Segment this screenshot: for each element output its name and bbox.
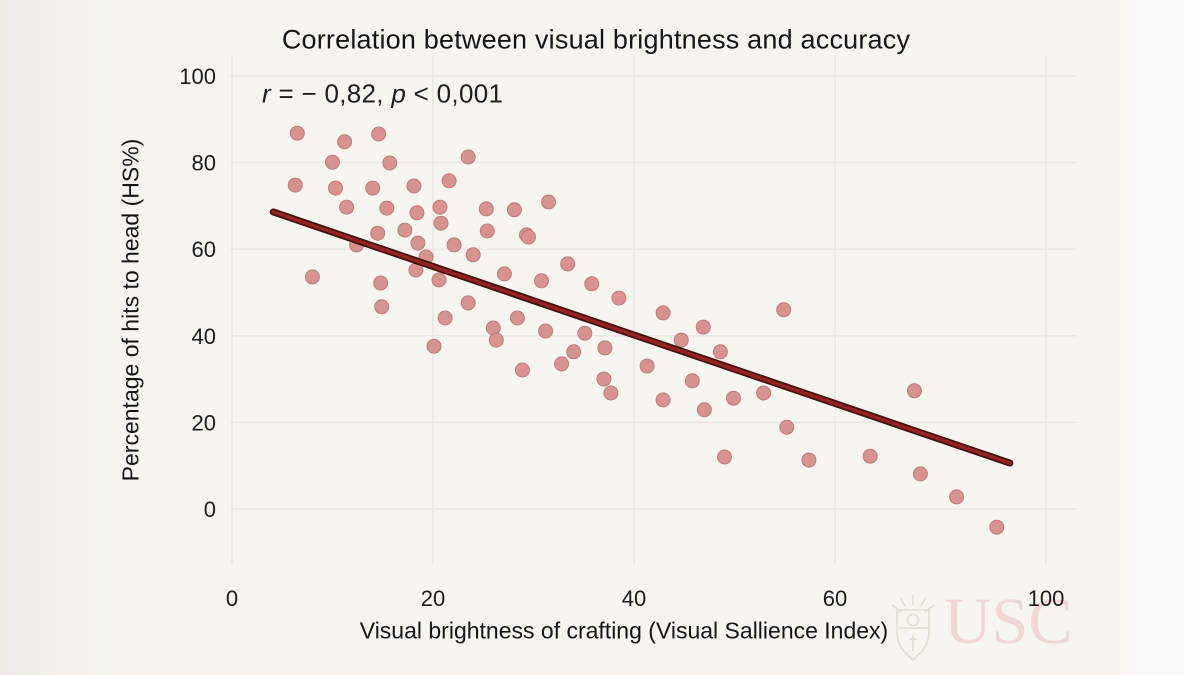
scatter-point [554, 356, 570, 372]
scatter-point [479, 223, 495, 239]
scatter-point [603, 385, 619, 401]
usc-watermark-text: USC [944, 585, 1073, 658]
scatter-point [584, 276, 600, 292]
scatter-point [433, 215, 449, 231]
scatter-point [446, 237, 462, 253]
y-axis-label: Percentage of hits to head (HS%) [117, 138, 144, 482]
scatter-point [371, 126, 387, 142]
annotation-part: p [391, 78, 407, 109]
scatter-point [431, 272, 447, 288]
scatter-point [912, 466, 928, 482]
scatter-point [374, 299, 390, 315]
scatter-point [496, 266, 512, 282]
scatter-point [289, 125, 305, 141]
scatter-point [712, 344, 728, 360]
scatter-point [337, 134, 353, 150]
scatter-point [365, 180, 381, 196]
annotation-part: = − 0,82, [270, 78, 392, 109]
scatter-point [801, 452, 817, 468]
y-tick-label: 80 [192, 151, 216, 176]
usc-watermark: USC [890, 585, 1073, 664]
scatter-point [409, 205, 425, 221]
y-tick-label: 100 [179, 64, 216, 89]
scatter-point [655, 305, 671, 321]
scatter-point [432, 199, 448, 215]
scatter-point [949, 489, 965, 505]
scatter-point [460, 295, 476, 311]
scatter-point [304, 269, 320, 285]
x-tick-label: 60 [823, 586, 847, 611]
scatter-point [538, 323, 554, 339]
scatter-point [397, 222, 413, 238]
scatter-point [465, 247, 481, 263]
y-tick-label: 20 [192, 410, 216, 435]
scatter-point [534, 273, 549, 289]
scatter-point [339, 199, 355, 215]
scatter-point [577, 325, 593, 341]
scatter-point [488, 332, 504, 348]
scatter-point [379, 200, 395, 216]
scatter-point [717, 449, 732, 465]
scatter-point [441, 173, 457, 189]
chart-title: Correlation between visual brightness an… [281, 24, 911, 55]
scatter-point [328, 180, 343, 196]
scatter-point [460, 149, 476, 165]
scatter-point [478, 201, 494, 217]
trend-line [271, 210, 1012, 465]
scatter-point [684, 373, 700, 389]
x-axis-label: Visual brightness of crafting (Visual Sa… [359, 617, 889, 644]
scatter-point [597, 340, 613, 356]
scatter-point [509, 310, 525, 326]
annotation-part: < 0,001 [406, 78, 504, 109]
scatter-point [862, 448, 878, 464]
x-tick-label: 40 [622, 586, 646, 611]
scatter-point [410, 235, 426, 251]
scatter-point [514, 362, 530, 378]
scatter-point [776, 302, 792, 318]
scatter-point [287, 177, 303, 193]
scatter-point [437, 310, 453, 326]
correlation-annotation: r = − 0,82, p < 0,001 [262, 79, 503, 110]
x-tick-label: 0 [226, 586, 238, 611]
scatter-point [673, 332, 689, 348]
scatter-point [695, 319, 711, 335]
scatter-point [325, 154, 340, 170]
x-tick-label: 20 [421, 586, 445, 611]
scatter-point [506, 202, 522, 218]
scatter-point [779, 419, 795, 435]
scatter-point [406, 178, 422, 194]
scatter-point [696, 402, 712, 418]
scatter-point [655, 392, 671, 408]
x-tick-label: 100 [1028, 586, 1065, 611]
scatter-point [726, 390, 741, 406]
y-tick-label: 40 [192, 324, 216, 349]
scatter-point [596, 371, 612, 387]
scatter-point [639, 358, 655, 374]
annotation-part: r [262, 78, 271, 109]
scatter-point [560, 256, 576, 272]
scatter-point [426, 338, 442, 354]
usc-shield-icon [891, 595, 935, 662]
scatter-point [521, 229, 536, 245]
y-tick-label: 0 [204, 497, 216, 522]
scatter-point [373, 275, 389, 291]
scatter-point [566, 344, 582, 360]
scatter-point [989, 519, 1005, 535]
scatter-point [611, 290, 627, 306]
scatter-point [541, 194, 557, 210]
scatter-point [756, 385, 772, 401]
scatter-point [906, 383, 922, 399]
y-tick-label: 60 [192, 237, 216, 262]
scatter-point [382, 155, 398, 171]
scatter-point [370, 225, 386, 241]
